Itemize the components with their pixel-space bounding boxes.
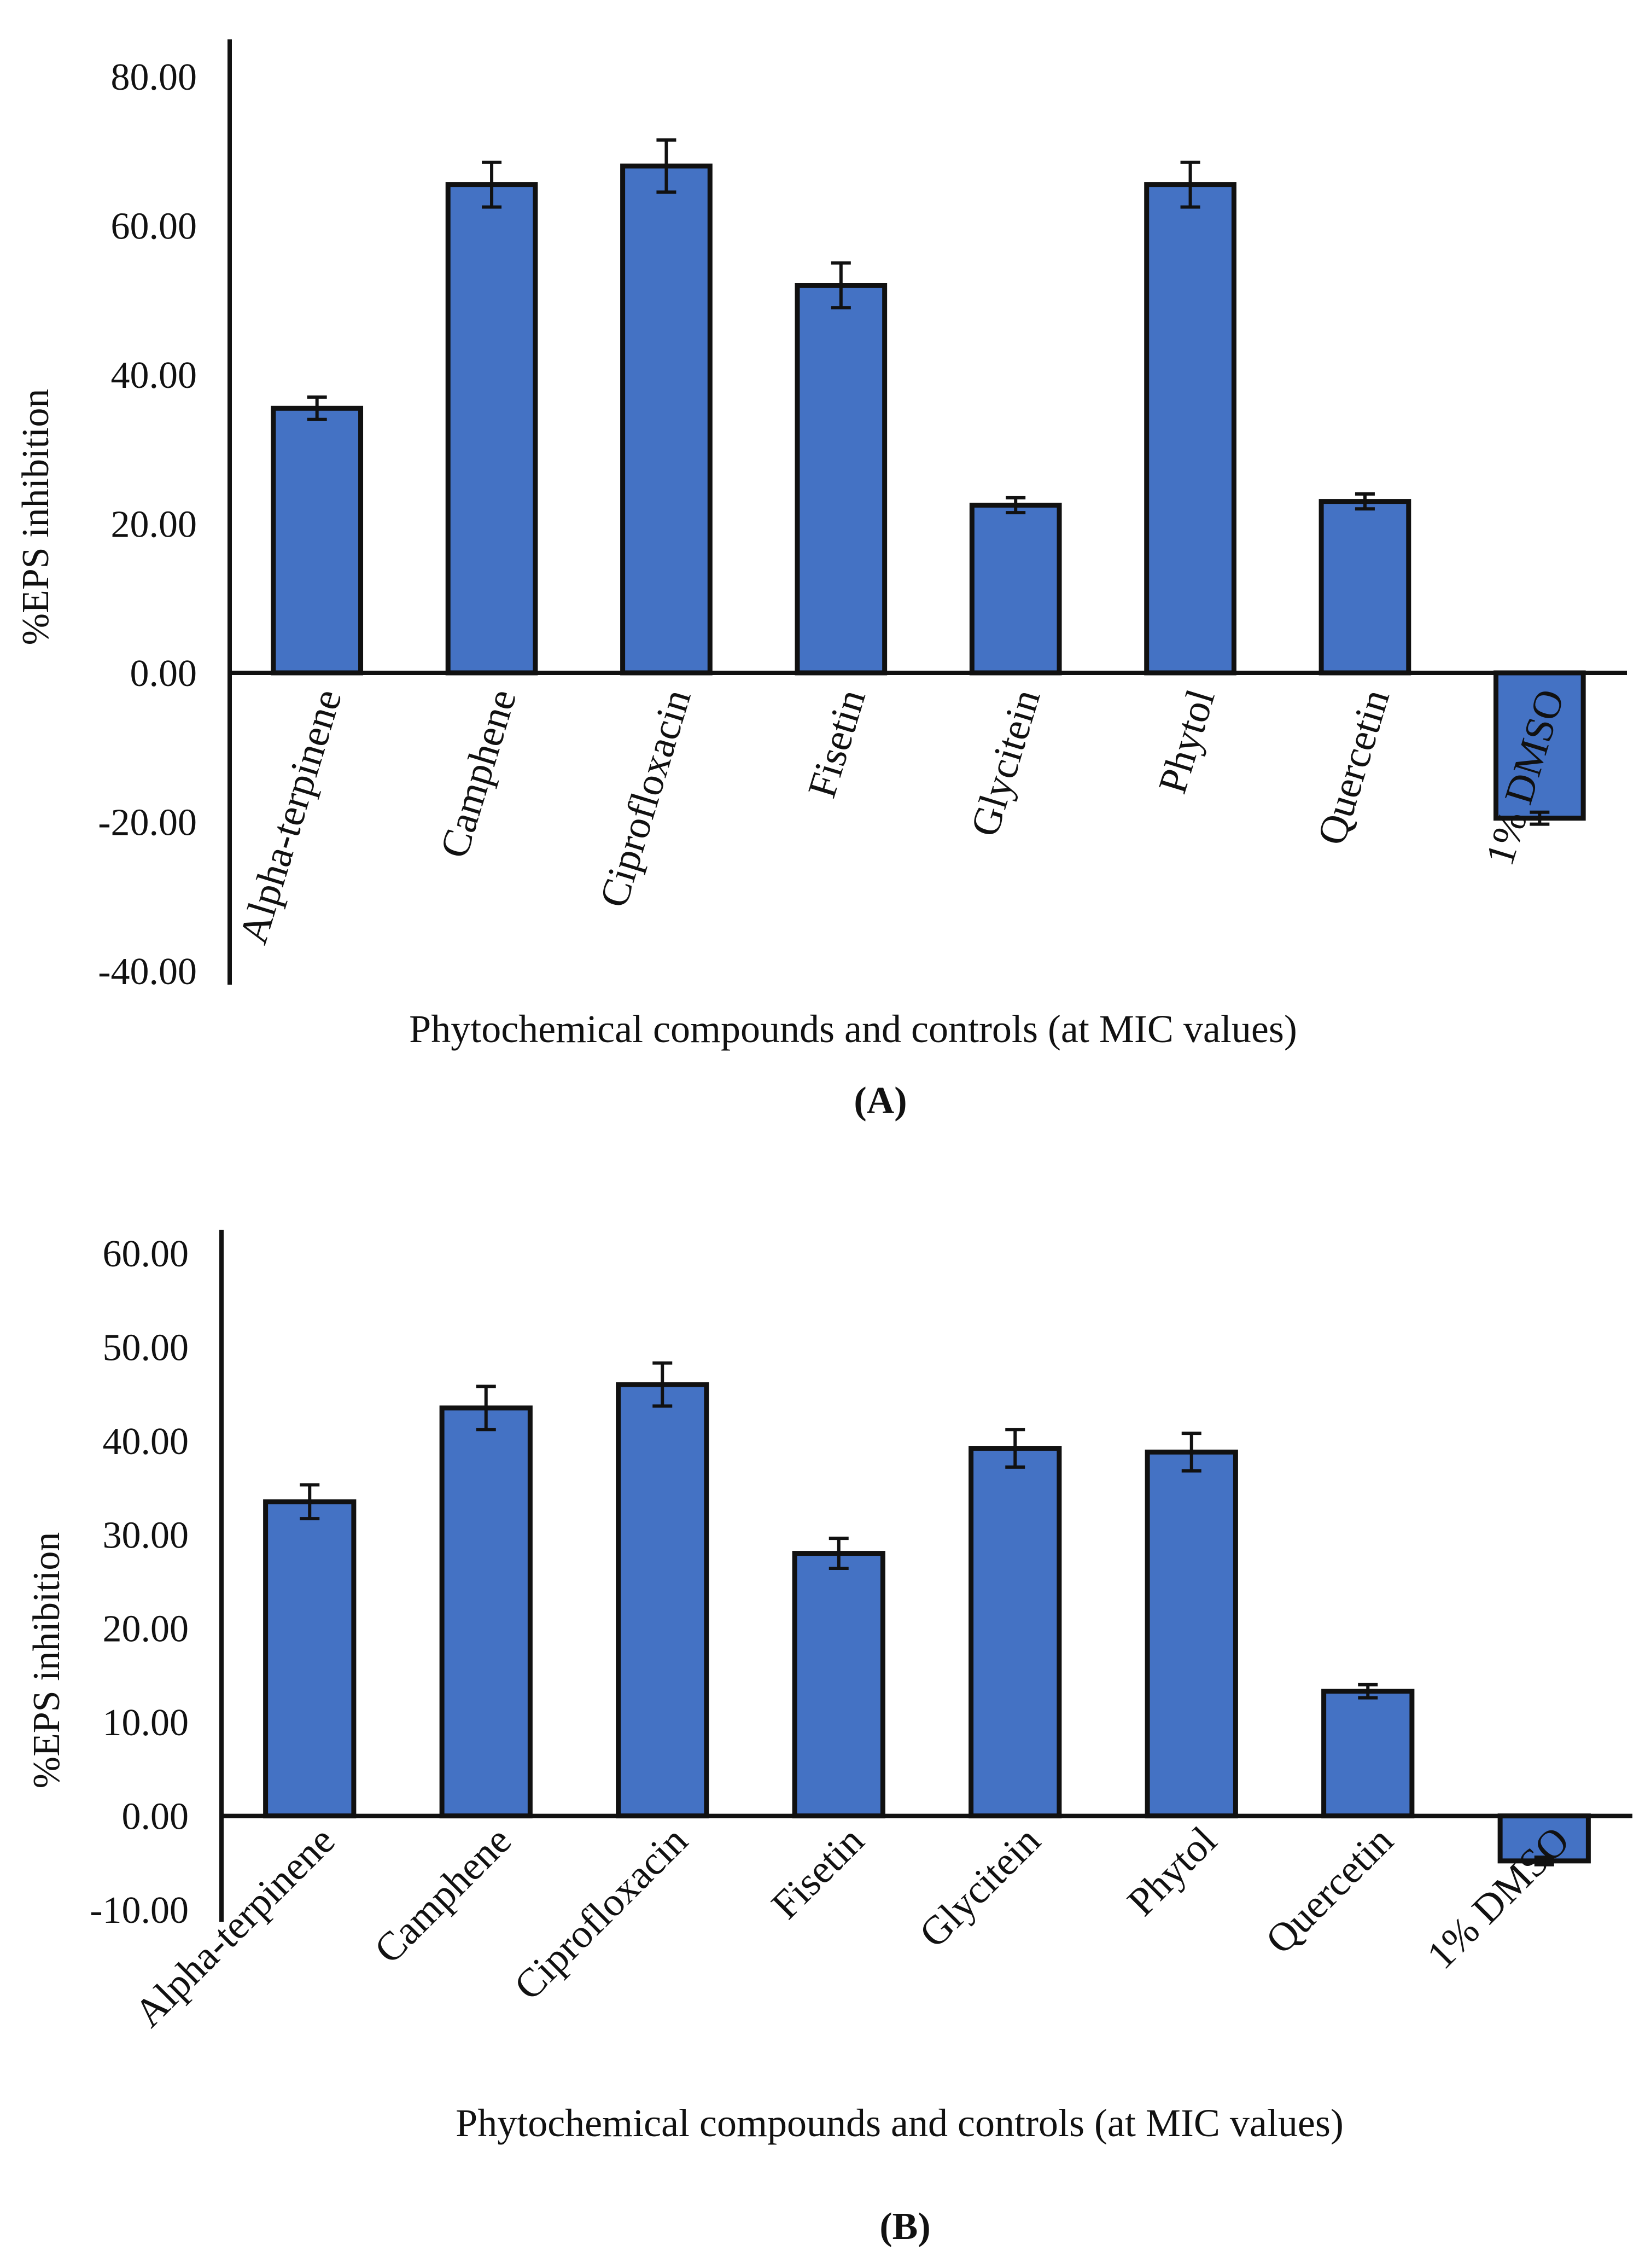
bar-fisetin [795, 283, 888, 676]
error-bar [656, 138, 676, 194]
y-tick-label: 50.00 [103, 1327, 189, 1369]
error-bar [829, 1537, 849, 1570]
bar-alpha-terpinene [271, 405, 364, 676]
x-tick-label: Quercetin [1309, 684, 1398, 850]
bar-quercetin [1319, 499, 1411, 676]
y-tick-label: -20.00 [98, 802, 197, 844]
bar-ciprofloxacin [616, 1382, 709, 1819]
panel-label: (A) [854, 1080, 907, 1122]
y-axis-label: %EPS inhibition [26, 1532, 68, 1789]
bar-quercetin [1321, 1689, 1415, 1819]
error-bar [1180, 160, 1200, 209]
error-bar [652, 1361, 673, 1408]
x-tick-label: Ciprofloxacin [591, 684, 700, 912]
error-bar [831, 261, 851, 310]
x-axis-label: Phytochemical compounds and controls (at… [409, 1007, 1297, 1051]
chart-panel-b: 60.00 50.00 40.00 30.00 20.00 10.00 0.00 -10.00… [0, 1134, 1651, 2268]
bar-phytol [1145, 1449, 1238, 1819]
error-bar [482, 160, 502, 209]
x-tick-label: Camphene [366, 1818, 520, 1973]
y-tick-label: 20.00 [111, 504, 197, 546]
y-tick-label: 0.00 [122, 1796, 189, 1838]
x-tick-label: Quercetin [1257, 1818, 1402, 1963]
x-tick-label: Phytol [1150, 684, 1224, 799]
bar-ciprofloxacin [620, 164, 713, 676]
bar-glycitein [969, 1446, 1062, 1819]
y-tick-label: 0.00 [130, 653, 197, 695]
y-tick-label: 40.00 [103, 1421, 189, 1463]
y-tick-label: 60.00 [111, 206, 197, 248]
chart-a-svg: 80.00 60.00 40.00 20.00 0.00 -20.00 -40.00 Alp… [15, 39, 1627, 1122]
error-bar [1181, 1432, 1201, 1473]
error-bar [1005, 1428, 1025, 1469]
y-tick-label: 60.00 [103, 1233, 189, 1275]
error-bar [1358, 1683, 1378, 1700]
y-tick-label: -10.00 [90, 1889, 189, 1932]
x-tick-label: Fisetin [800, 684, 874, 803]
bar-camphene [439, 1405, 533, 1819]
bar-glycitein [969, 502, 1062, 676]
error-bar [476, 1385, 496, 1432]
error-bar [300, 1483, 320, 1521]
y-tick-label: -40.00 [98, 951, 197, 993]
x-tick-label: Glycitein [911, 1818, 1049, 1957]
x-tick-label: Camphene [431, 684, 525, 863]
y-tick-label: 30.00 [103, 1514, 189, 1556]
y-axis-label: %EPS inhibition [15, 389, 57, 645]
x-tick-label: Phytol [1119, 1818, 1226, 1925]
x-tick-label: Ciprofloxacin [506, 1818, 697, 2009]
error-bar [1530, 810, 1550, 826]
x-tick-label: Alpha-terpinene [231, 684, 351, 949]
bar-phytol [1144, 182, 1236, 676]
error-bar [1006, 496, 1026, 515]
bar-fisetin [792, 1551, 885, 1819]
x-tick-label: Glycitein [962, 684, 1049, 841]
chart-panel-a: 80.00 60.00 40.00 20.00 0.00 -20.00 -40.00 Alp… [15, 39, 1627, 1122]
x-tick-label: Fisetin [763, 1818, 872, 1928]
y-tick-label: 40.00 [111, 354, 197, 397]
bar-camphene [445, 182, 538, 676]
y-tick-label: 10.00 [103, 1702, 189, 1744]
bar-alpha-terpinene [263, 1499, 357, 1819]
panel-label: (B) [879, 2206, 930, 2248]
error-bar [307, 395, 327, 421]
y-tick-label: 20.00 [103, 1608, 189, 1650]
chart-b-svg: 60.00 50.00 40.00 30.00 20.00 10.00 0.00 -10.00… [26, 1230, 1632, 2248]
y-tick-label: 80.00 [111, 56, 197, 98]
error-bar [1355, 492, 1375, 511]
error-bar [1534, 1856, 1554, 1866]
x-axis-label: Phytochemical compounds and controls (at… [456, 2101, 1344, 2145]
